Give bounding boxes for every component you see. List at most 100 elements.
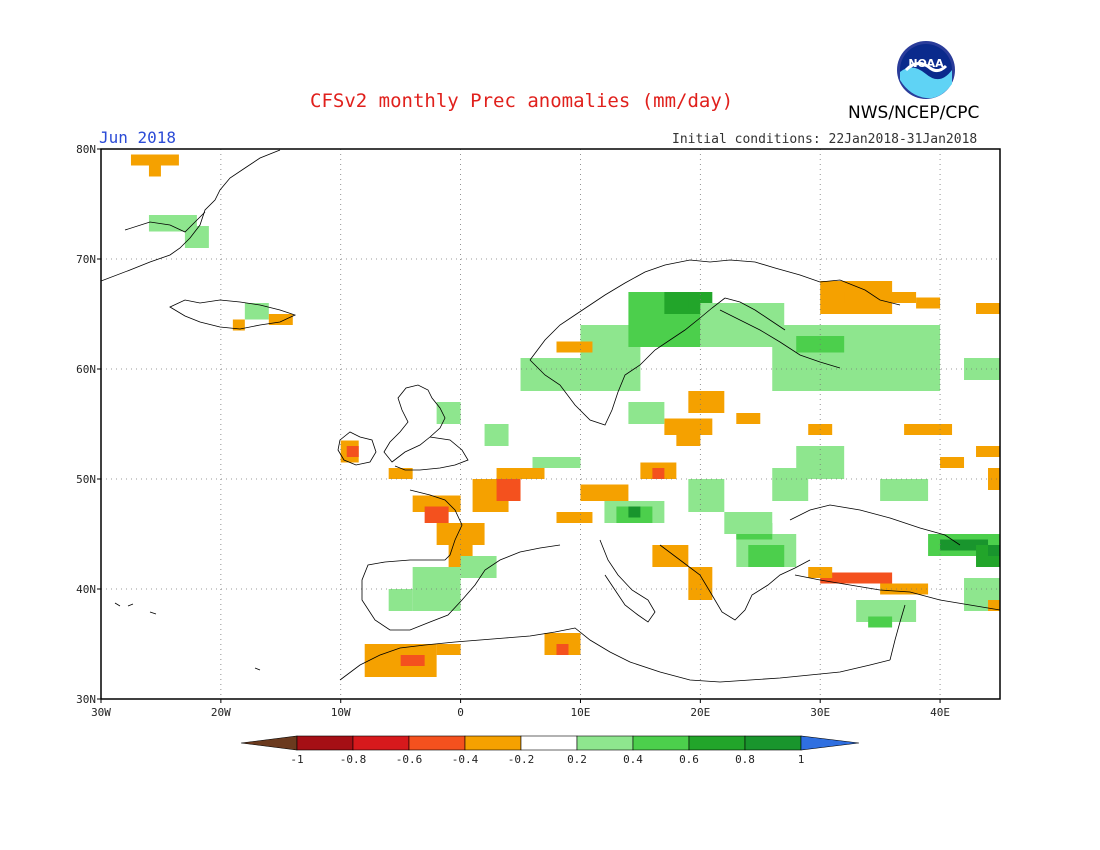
anomaly-cell (244, 303, 269, 320)
anomaly-cell (808, 567, 833, 578)
anomaly-cell (688, 567, 713, 600)
anomaly-cell (976, 303, 1000, 314)
anomaly-cell (664, 418, 713, 435)
colorbar-segment (352, 735, 410, 751)
colorbar-tick-labels: -1 -0.8 -0.6 -0.4 -0.2 0.2 0.4 0.6 0.8 1 (290, 753, 804, 766)
anomaly-cell (880, 583, 929, 595)
noaa-logo: NOAA (897, 41, 955, 99)
lat-label: 80N (76, 143, 96, 156)
colorbar-segment (296, 735, 354, 751)
lon-label: 30W (91, 706, 111, 719)
lat-label: 30N (76, 693, 96, 706)
lat-label: 40N (76, 583, 96, 596)
colorbar-segment (744, 735, 802, 751)
anomaly-cell (424, 506, 449, 523)
colorbar-segment (688, 735, 746, 751)
colorbar-segment (576, 735, 634, 751)
anomaly-cell (346, 446, 359, 457)
map-background (101, 149, 1000, 699)
colorbar-tick-label: 0.8 (735, 753, 755, 766)
forecast-period: Jun 2018 (99, 128, 177, 147)
anomaly-cell (736, 413, 761, 424)
latitude-labels: 30N 40N 50N 60N 70N 80N (76, 143, 101, 706)
anomaly-cells (130, 154, 1000, 677)
lon-label: 10E (571, 706, 591, 719)
anomaly-cell (556, 644, 569, 655)
anomaly-cell (652, 545, 689, 567)
anomaly-cell (580, 484, 629, 501)
anomaly-cell (520, 358, 581, 391)
anomaly-cell (532, 457, 581, 468)
colorbar-tick-label: 0.6 (679, 753, 699, 766)
logo-text: NOAA (908, 57, 944, 70)
coastlines (101, 149, 1000, 683)
lon-label: 0 (457, 706, 464, 719)
anomaly-cell (388, 468, 413, 479)
anomaly-cell (688, 391, 725, 413)
colorbar-tick-label: -0.2 (508, 753, 535, 766)
longitude-labels: 30W 20W 10W 0 10E 20E 30E 40E (91, 699, 950, 719)
anomaly-cell (868, 616, 893, 628)
lon-label: 40E (930, 706, 950, 719)
anomaly-cell (940, 539, 989, 551)
colorbar-lower-extension (240, 735, 298, 751)
lon-label: 30E (810, 706, 830, 719)
anomaly-cell (148, 165, 161, 177)
anomaly-cell (772, 325, 941, 391)
anomaly-cell (130, 154, 179, 166)
colorbar-tick-label: 0.4 (623, 753, 643, 766)
anomaly-cell (748, 545, 785, 567)
colorbar-segment (632, 735, 690, 751)
lon-label: 20E (690, 706, 710, 719)
anomaly-cell (652, 468, 665, 479)
anomaly-cell (436, 644, 461, 655)
anomaly-cell (628, 506, 641, 518)
anomaly-cell (880, 479, 929, 501)
colorbar-tick-label: -1 (290, 753, 303, 766)
anomaly-cell (688, 479, 725, 512)
colorbar-tick-label: -0.4 (452, 753, 479, 766)
anomaly-cell (496, 468, 545, 479)
lat-label: 60N (76, 363, 96, 376)
anomaly-cell (796, 446, 845, 479)
anomaly-cell (556, 512, 593, 523)
anomaly-cell (556, 341, 593, 353)
anomaly-cell (700, 303, 785, 347)
anomaly-cell (844, 292, 917, 303)
lon-label: 20W (211, 706, 231, 719)
anomaly-cell (184, 226, 209, 248)
graticule (101, 149, 1000, 699)
lon-label: 10W (331, 706, 351, 719)
colorbar-segment (464, 735, 522, 751)
anomaly-cell (484, 424, 509, 446)
anomaly-cell (988, 600, 1000, 611)
anomaly-cell (676, 435, 701, 446)
anomaly-cell (940, 457, 965, 468)
colorbar-segment (520, 735, 578, 751)
anomaly-cell (820, 572, 893, 584)
colorbar-tick-label: 1 (798, 753, 805, 766)
colorbar-tick-label: -0.8 (340, 753, 367, 766)
colorbar-tick-label: -0.6 (396, 753, 423, 766)
lat-label: 50N (76, 473, 96, 486)
anomaly-cell (496, 479, 521, 501)
anomaly-cell (388, 589, 413, 611)
lat-label: 70N (76, 253, 96, 266)
anomaly-cell (628, 402, 665, 424)
anomaly-cell (724, 512, 773, 534)
anomaly-cell (988, 468, 1000, 490)
map-title: CFSv2 monthly Prec anomalies (mm/day) (310, 90, 734, 112)
anomaly-cell (964, 358, 1000, 380)
anomaly-cell (904, 424, 953, 435)
colorbar-upper-extension (800, 735, 860, 751)
anomaly-cell (460, 556, 497, 578)
anomaly-cell (268, 314, 293, 325)
anomaly-cell (976, 446, 1000, 457)
colorbar-segment (408, 735, 466, 751)
anomaly-cell (988, 545, 1000, 556)
map-frame (100, 148, 1001, 700)
anomaly-cell (232, 319, 245, 331)
colorbar-tick-label: 0.2 (567, 753, 587, 766)
anomaly-cell (436, 402, 461, 424)
